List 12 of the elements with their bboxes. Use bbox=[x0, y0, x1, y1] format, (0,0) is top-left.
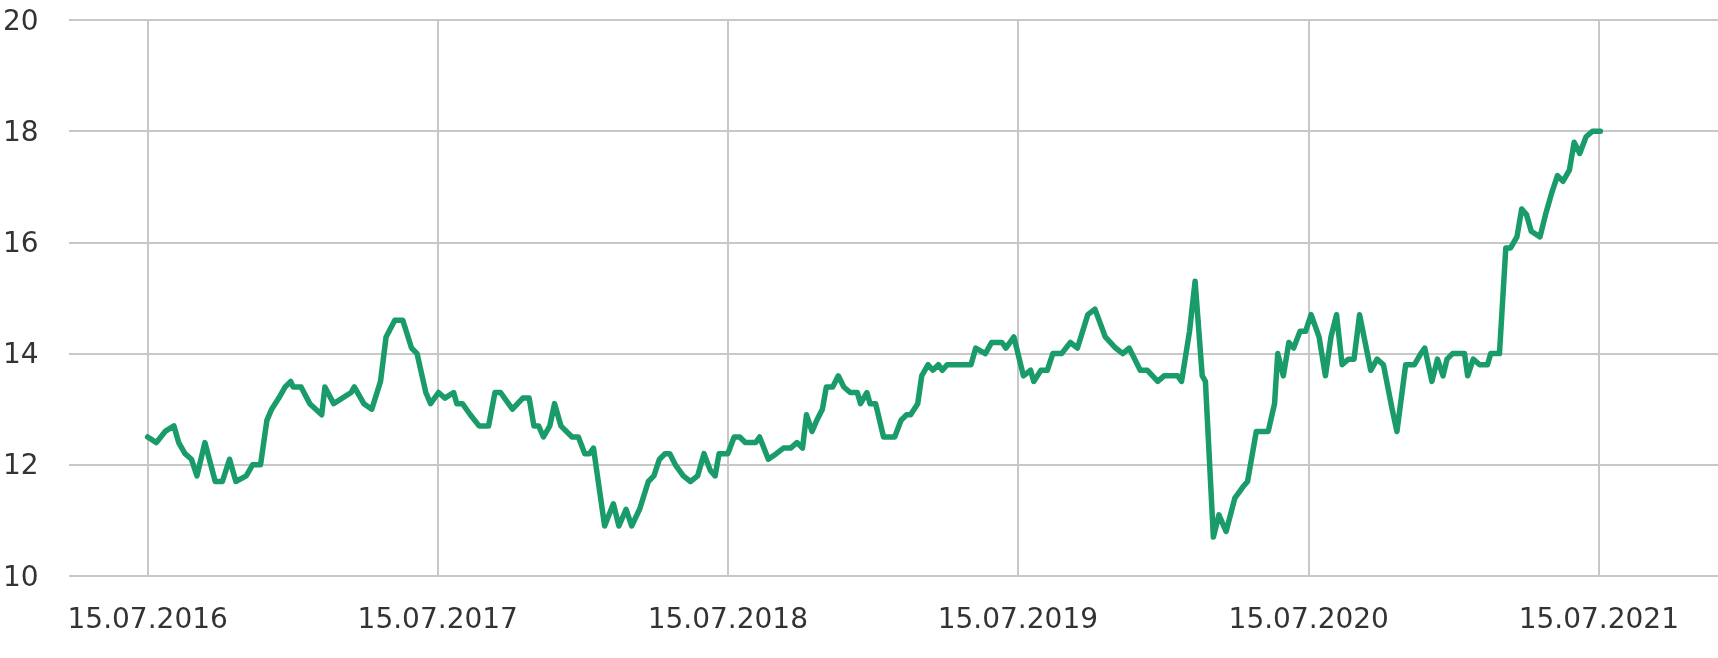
y-tick-label: 20 bbox=[3, 3, 39, 37]
y-tick-label: 12 bbox=[3, 448, 39, 482]
y-tick-label: 18 bbox=[3, 114, 39, 148]
x-tick-label: 15.07.2021 bbox=[1518, 601, 1679, 635]
y-tick-label: 16 bbox=[3, 225, 39, 259]
x-tick-label: 15.07.2016 bbox=[67, 601, 228, 635]
x-tick-label: 15.07.2018 bbox=[647, 601, 808, 635]
y-tick-label: 14 bbox=[3, 337, 39, 371]
x-tick-label: 15.07.2017 bbox=[357, 601, 518, 635]
x-tick-label: 15.07.2020 bbox=[1228, 601, 1389, 635]
y-tick-label: 10 bbox=[3, 559, 39, 593]
x-tick-label: 15.07.2019 bbox=[937, 601, 1099, 635]
